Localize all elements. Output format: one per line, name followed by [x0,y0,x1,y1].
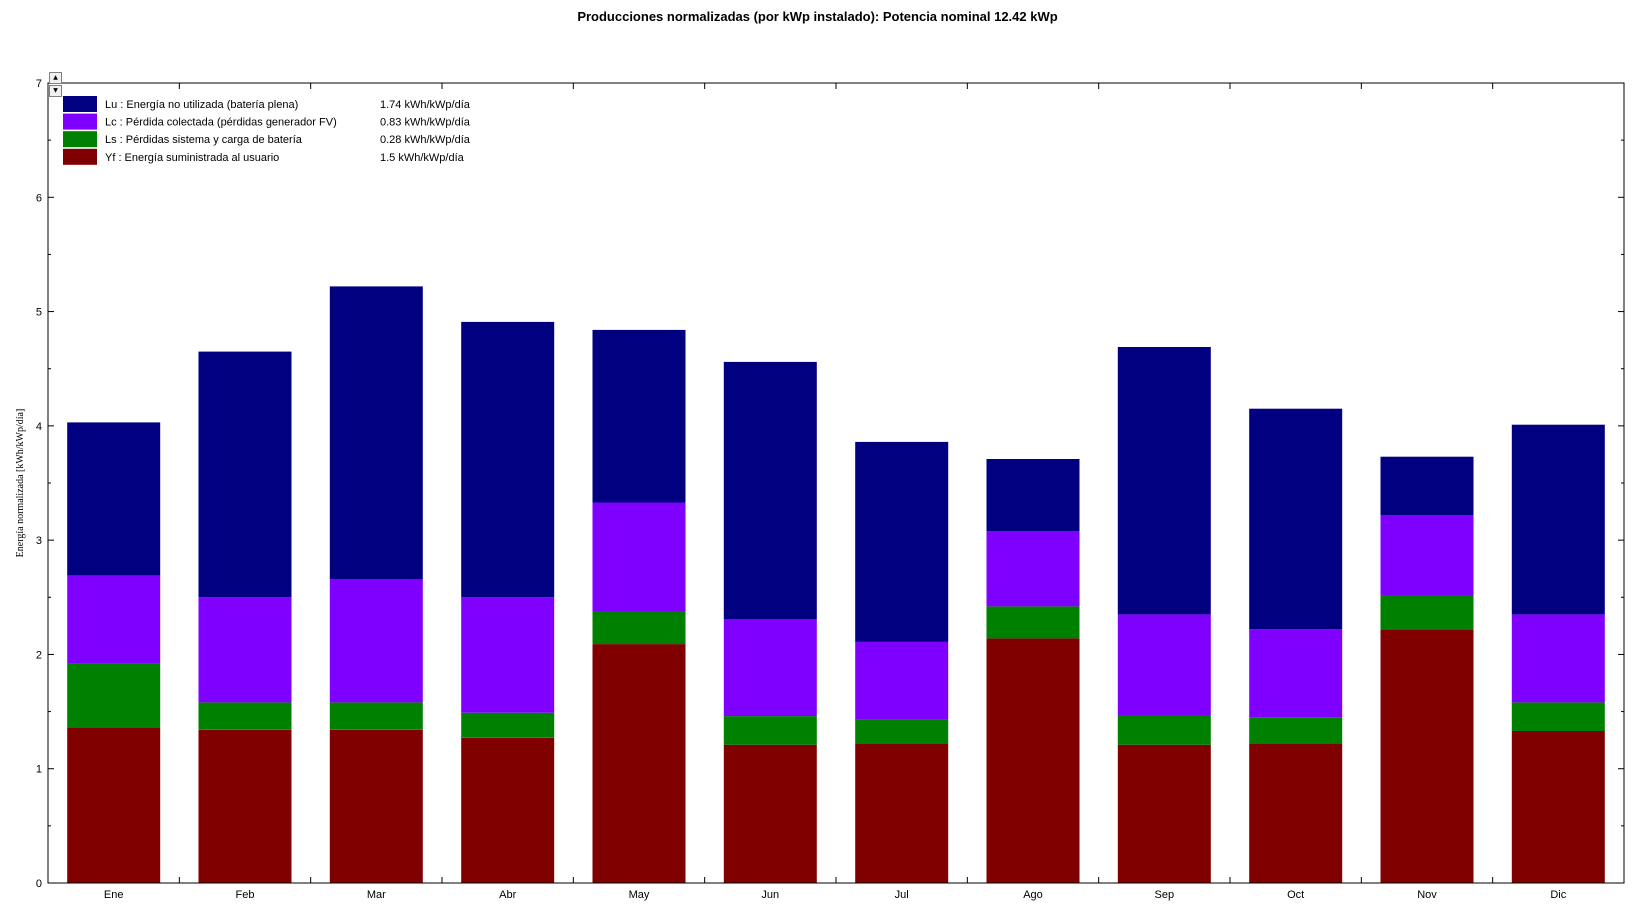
legend-value-1: 0.28 kWh/kWp/día [380,134,471,146]
x-tick-label-jul: Jul [895,889,909,901]
bar-ene-series-1 [67,663,161,728]
y-tick-label: 3 [36,535,42,547]
bar-sep-series-1 [1117,715,1211,745]
y-tick-label: 5 [36,307,42,319]
bar-may-series-1 [592,611,686,645]
y-tick-label: 7 [36,78,42,90]
bar-jun-series-2 [723,619,817,717]
x-tick-label-mar: Mar [367,889,386,901]
legend-value-2: 0.83 kWh/kWp/día [380,117,471,129]
legend-value-3: 1.74 kWh/kWp/día [380,99,471,111]
bar-mar-series-3 [329,286,423,579]
axes-layer: Ene Feb Mar Abr May Jun Jul Ago Sep Oct Nov Dic 0 1 2 3… [36,78,1625,901]
bar-nov-series-2 [1380,515,1474,595]
bar-nov-series-0 [1380,629,1474,883]
y-tick-label: 1 [36,764,42,776]
x-tick-label-nov: Nov [1417,889,1437,901]
scroll-up-button[interactable]: ▲ [49,72,62,84]
bar-abr-series-3 [461,321,555,598]
bar-mar-series-1 [329,702,423,730]
bar-ago-series-0 [986,638,1080,883]
legend-label-0: Yf : Energía suministrada al usuario [105,152,279,164]
bar-jul-series-3 [855,441,949,642]
bar-jul-series-2 [855,641,949,720]
bar-jul-series-1 [855,719,949,744]
x-tick-label-oct: Oct [1287,889,1304,901]
y-axis-label: Energía normalizada [kWh/kWp/día] [15,409,26,558]
bar-feb-series-1 [198,702,292,730]
bar-mar-series-0 [329,729,423,883]
bar-jun-series-1 [723,716,817,745]
bar-oct-series-3 [1249,408,1343,630]
bar-dic-series-3 [1511,424,1605,615]
bar-jun-series-3 [723,361,817,619]
bar-sep-series-2 [1117,614,1211,715]
bar-ago-series-2 [986,531,1080,607]
bar-may-series-3 [592,329,686,503]
bar-oct-series-0 [1249,743,1343,883]
x-tick-label-sep: Sep [1155,889,1175,901]
chart-title: Producciones normalizadas (por kWp insta… [577,9,1058,24]
legend-label-2: Lc : Pérdida colectada (pérdidas generad… [105,117,337,129]
x-tick-label-feb: Feb [236,889,255,901]
bar-dic-series-1 [1511,702,1605,731]
x-tick-label-abr: Abr [499,889,516,901]
x-tick-label-dic: Dic [1550,889,1566,901]
bar-may-series-0 [592,644,686,883]
legend-label-3: Lu : Energía no utilizada (batería plena… [105,99,298,111]
bar-jun-series-0 [723,744,817,883]
bar-ago-series-3 [986,459,1080,531]
bar-sep-series-0 [1117,744,1211,883]
bar-ene-series-2 [67,575,161,664]
legend-label-1: Ls : Pérdidas sistema y carga de batería [105,134,303,146]
bar-mar-series-2 [329,579,423,703]
bar-abr-series-1 [461,712,555,738]
bar-oct-series-1 [1249,717,1343,744]
bar-feb-series-0 [198,729,292,883]
scroll-down-button[interactable]: ▼ [49,85,62,97]
legend-value-0: 1.5 kWh/kWp/día [380,152,465,164]
x-tick-label-jun: Jun [761,889,779,901]
x-tick-label-may: May [629,889,650,901]
bar-nov-series-3 [1380,456,1474,515]
x-tick-label-ago: Ago [1023,889,1043,901]
bar-ago-series-1 [986,606,1080,639]
bar-nov-series-1 [1380,595,1474,630]
bar-may-series-2 [592,502,686,611]
y-tick-label: 4 [36,421,42,433]
bar-jul-series-0 [855,743,949,883]
legend-swatch-3 [63,96,97,112]
bar-ene-series-3 [67,422,161,576]
y-tick-label: 0 [36,878,42,890]
bar-feb-series-3 [198,351,292,598]
bar-feb-series-2 [198,597,292,703]
bars-layer [67,286,1605,883]
legend: Lu : Energía no utilizada (batería plena… [63,96,471,165]
bar-ene-series-0 [67,727,161,883]
bar-sep-series-3 [1117,347,1211,615]
y-tick-label: 6 [36,192,42,204]
y-tick-label: 2 [36,649,42,661]
legend-swatch-2 [63,113,97,130]
bar-dic-series-2 [1511,614,1605,703]
bar-dic-series-0 [1511,731,1605,883]
bar-oct-series-2 [1249,629,1343,718]
bar-abr-series-0 [461,737,555,883]
legend-swatch-1 [63,131,97,148]
x-tick-label-ene: Ene [104,889,124,901]
legend-swatch-0 [63,148,97,165]
bar-abr-series-2 [461,597,555,713]
